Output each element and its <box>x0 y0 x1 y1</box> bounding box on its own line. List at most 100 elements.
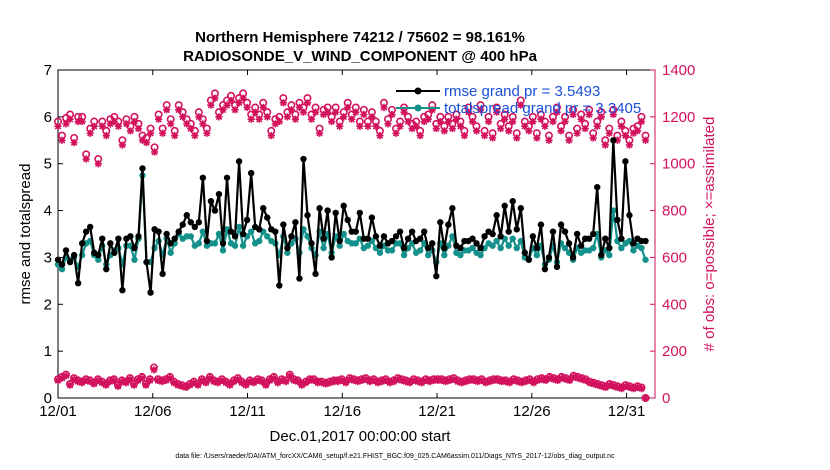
rmse-point <box>199 174 207 181</box>
rmse-point <box>630 240 637 247</box>
obs-low-assimilated-point <box>162 376 170 385</box>
obs-low-assimilated-point <box>454 378 462 386</box>
obs-low-assimilated-point <box>170 379 178 387</box>
rmse-point <box>215 190 223 198</box>
obs-low-assimilated-point <box>482 379 490 387</box>
obs-assimilated-point <box>146 129 155 137</box>
right-y-axis: 0 200 400 600 800 1000 1200 1400 <box>650 62 695 407</box>
y-right-tick-label: 600 <box>662 249 687 266</box>
x-tick-label: 12/26 <box>513 403 551 420</box>
obs-assimilated-point <box>150 148 159 156</box>
legend-rmse-label: rmse grand pr = 3.5493 <box>444 83 600 100</box>
obs-assimilated-point <box>94 160 102 168</box>
obs-assimilated-point <box>537 115 545 123</box>
obs-assimilated-point <box>412 122 420 130</box>
rmse-point <box>227 228 235 235</box>
obs-low-assimilated-point <box>613 383 622 392</box>
rmse-point <box>296 275 303 282</box>
spread-point <box>489 242 496 249</box>
obs-assimilated-point <box>613 136 621 144</box>
rmse-point <box>420 228 428 235</box>
rmse-point <box>300 155 307 163</box>
obs-assimilated-point <box>464 108 473 116</box>
obs-low-assimilated-point <box>386 379 394 387</box>
legend-spread-marker <box>414 104 422 112</box>
rmse-point <box>380 233 388 240</box>
obs-assimilated-point <box>344 103 352 112</box>
obs-low-assimilated-point <box>629 385 638 393</box>
spread-point <box>167 249 174 256</box>
y-right-tick-label: 800 <box>662 203 687 220</box>
obs-assimilated-point <box>609 110 617 119</box>
obs-low-assimilated-point <box>390 378 398 386</box>
rmse-point <box>203 237 211 245</box>
obs-assimilated-point <box>416 132 424 140</box>
spread-point <box>509 235 516 242</box>
obs-assimilated-point <box>311 108 320 116</box>
obs-low-assimilated-point <box>86 378 94 386</box>
obs-assimilated-point <box>102 132 110 140</box>
spread-point <box>400 251 408 259</box>
rmse-point <box>78 240 86 247</box>
left-y-axis: 0 1 2 3 4 5 6 7 <box>44 62 63 407</box>
obs-assimilated-point <box>589 134 597 142</box>
spread-point <box>533 251 541 259</box>
obs-assimilated-point <box>114 122 122 130</box>
obs-low-assimilated-point <box>78 379 86 387</box>
y-left-tick-label: 5 <box>44 156 52 173</box>
obs-assimilated-point <box>372 122 380 130</box>
spread-point <box>469 244 476 252</box>
obs-low-assimilated-point <box>214 379 222 387</box>
obs-low-assimilated-point <box>398 376 406 385</box>
obs-assimilated-point <box>332 108 340 116</box>
obs-low-assimilated-point <box>637 385 646 393</box>
obs-low-assimilated-point <box>330 378 338 386</box>
obs-low-assimilated-point <box>621 382 630 390</box>
obs-assimilated-point <box>601 141 609 149</box>
rmse-point <box>372 233 380 240</box>
x-tick-label: 12/31 <box>608 403 646 420</box>
rmse-point <box>272 228 279 235</box>
rmse-point <box>501 202 508 210</box>
rmse-point <box>324 207 331 214</box>
spread-point <box>235 223 243 231</box>
obs-assimilated-point <box>336 122 344 130</box>
obs-low-assimilated-point <box>422 376 430 385</box>
obs-assimilated-point <box>239 94 247 102</box>
obs-low-assimilated-point <box>474 378 482 386</box>
spread-point <box>58 265 66 273</box>
rmse-point <box>219 240 227 247</box>
obs-low-assimilated-point <box>290 376 298 385</box>
y-left-tick-label: 3 <box>44 249 52 266</box>
obs-assimilated-point <box>384 120 392 128</box>
rmse-point <box>376 242 384 249</box>
chart-title: Northern Hemisphere 74212 / 75602 = 98.1… <box>183 29 538 65</box>
obs-low-assimilated-point <box>278 376 286 385</box>
spread-point <box>505 242 512 249</box>
obs-assimilated-point <box>122 120 131 128</box>
obs-low-assimilated-point <box>573 374 582 382</box>
obs-low-assimilated-point <box>617 385 626 393</box>
spread-point <box>284 249 291 256</box>
rmse-point <box>74 280 82 287</box>
obs-assimilated-point <box>617 122 625 130</box>
obs-low-assimilated-point <box>326 379 334 387</box>
obs-assimilated-point <box>90 122 98 130</box>
obs-low-assimilated-point <box>178 382 186 390</box>
chart-title-line1: Northern Hemisphere 74212 / 75602 = 98.1… <box>195 29 525 46</box>
obs-assimilated-point <box>525 127 533 135</box>
obs-assimilated-point <box>142 139 151 147</box>
obs-assimilated-point <box>98 122 106 130</box>
obs-low-assimilated-point <box>641 394 650 402</box>
obs-assimilated-point <box>585 110 593 119</box>
rmse-point <box>477 244 484 252</box>
obs-low-assimilated-point <box>597 382 606 390</box>
obs-assimilated-point <box>472 127 481 135</box>
spread-point <box>364 242 372 249</box>
x-tick-label: 12/06 <box>134 403 172 420</box>
rmse-point <box>622 158 629 165</box>
left-y-axis-label: rmse and totalspread <box>17 164 34 305</box>
obs-low-assimilated-point <box>294 378 302 386</box>
rmse-point <box>195 219 203 226</box>
rmse-point <box>590 230 597 238</box>
